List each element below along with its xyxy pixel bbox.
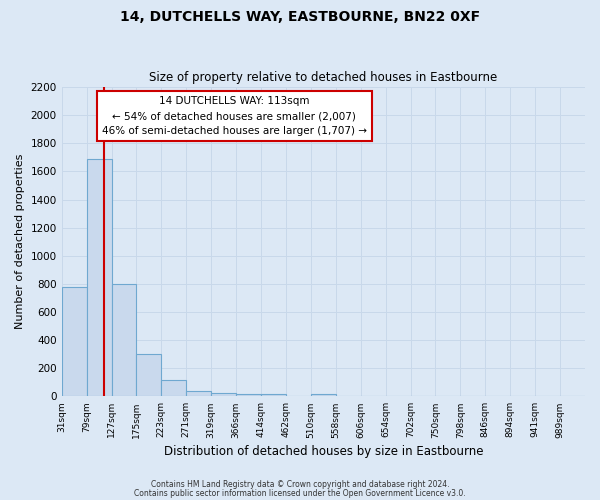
Title: Size of property relative to detached houses in Eastbourne: Size of property relative to detached ho… (149, 72, 497, 85)
Bar (186, 390, 211, 396)
Bar (161, 380, 186, 396)
Y-axis label: Number of detached properties: Number of detached properties (15, 154, 25, 330)
Text: Contains HM Land Registry data © Crown copyright and database right 2024.: Contains HM Land Registry data © Crown c… (151, 480, 449, 489)
Text: 14, DUTCHELLS WAY, EASTBOURNE, BN22 0XF: 14, DUTCHELLS WAY, EASTBOURNE, BN22 0XF (120, 10, 480, 24)
Bar (62, 286, 86, 397)
Text: 14 DUTCHELLS WAY: 113sqm
← 54% of detached houses are smaller (2,007)
46% of sem: 14 DUTCHELLS WAY: 113sqm ← 54% of detach… (102, 96, 367, 136)
Bar (311, 394, 336, 396)
Text: Contains public sector information licensed under the Open Government Licence v3: Contains public sector information licen… (134, 488, 466, 498)
Bar (236, 394, 261, 396)
Bar (261, 394, 286, 396)
Bar (211, 393, 236, 396)
X-axis label: Distribution of detached houses by size in Eastbourne: Distribution of detached houses by size … (164, 444, 483, 458)
Bar (136, 354, 161, 397)
Bar (86, 158, 112, 396)
Bar (112, 284, 136, 397)
